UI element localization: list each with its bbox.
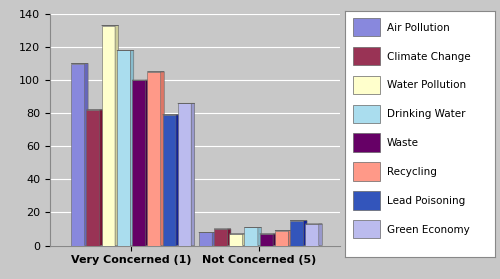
Polygon shape <box>115 25 118 246</box>
Bar <box>352 105 380 123</box>
Bar <box>352 162 380 181</box>
Bar <box>214 229 228 246</box>
Polygon shape <box>273 234 276 246</box>
Text: Waste: Waste <box>387 138 419 148</box>
Text: Climate Change: Climate Change <box>387 52 470 62</box>
Bar <box>352 133 380 152</box>
Bar <box>306 224 319 246</box>
Polygon shape <box>304 221 307 246</box>
Text: Drinking Water: Drinking Water <box>387 109 466 119</box>
Bar <box>244 227 258 246</box>
Polygon shape <box>212 232 216 246</box>
Bar <box>148 72 160 246</box>
Bar <box>352 76 380 94</box>
Polygon shape <box>258 227 262 246</box>
Bar <box>352 191 380 210</box>
Polygon shape <box>176 115 180 246</box>
Bar <box>199 232 212 246</box>
Polygon shape <box>242 234 246 246</box>
Bar <box>260 234 273 246</box>
Polygon shape <box>146 80 149 246</box>
Text: Lead Poisoning: Lead Poisoning <box>387 196 465 206</box>
Text: Recycling: Recycling <box>387 167 437 177</box>
Bar <box>132 80 145 246</box>
Polygon shape <box>319 224 322 246</box>
Polygon shape <box>130 50 134 246</box>
Bar <box>352 220 380 239</box>
Bar <box>352 47 380 65</box>
Polygon shape <box>160 72 164 246</box>
Text: Water Pollution: Water Pollution <box>387 80 466 90</box>
Polygon shape <box>288 231 292 246</box>
Polygon shape <box>84 64 88 246</box>
Text: Air Pollution: Air Pollution <box>387 23 450 33</box>
Bar <box>352 18 380 36</box>
Polygon shape <box>228 229 231 246</box>
Text: Green Economy: Green Economy <box>387 225 470 235</box>
Bar <box>275 231 288 246</box>
Bar <box>71 64 85 246</box>
Bar <box>230 234 242 246</box>
Bar <box>117 50 130 246</box>
Bar <box>178 103 191 246</box>
Bar <box>102 26 115 246</box>
Polygon shape <box>100 110 103 246</box>
Bar <box>162 115 176 246</box>
Polygon shape <box>191 103 194 246</box>
Bar <box>290 221 304 246</box>
Bar <box>86 110 100 246</box>
